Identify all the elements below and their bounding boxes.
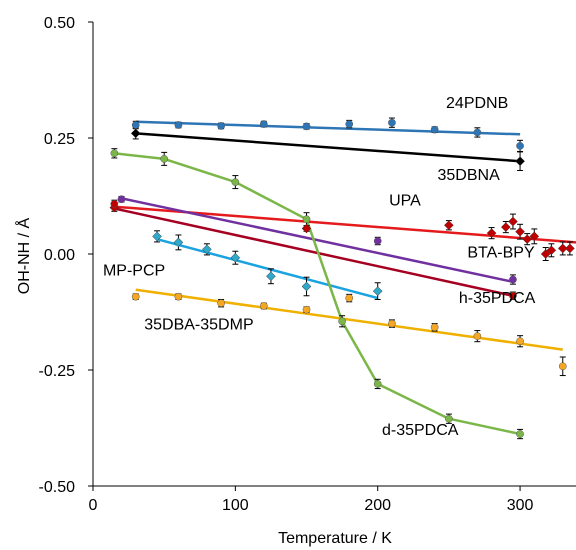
series-35dbna-point	[130, 128, 141, 139]
series-h-35pdca-point	[110, 200, 119, 208]
x-ticks: 0 100 200 300	[89, 486, 534, 514]
series-bta-bpy-fit-line	[121, 197, 514, 284]
series-35dba-35dmp-point	[345, 294, 354, 302]
x-tick-label: 300	[507, 497, 534, 514]
y-ticks: 0.50 0.25 0.00 -0.25 -0.50	[39, 15, 93, 496]
series-24pdnb-point	[430, 125, 439, 134]
markers	[109, 118, 575, 438]
y-axis-title: OH-NH / Å	[14, 217, 33, 294]
y-tick-label: 0.50	[44, 15, 75, 32]
series-35dba-35dmp-point	[558, 362, 567, 371]
series-d-35pdca-point	[110, 149, 119, 158]
series-35dba-35dmp-point	[473, 332, 482, 340]
series-upa-point	[522, 234, 533, 245]
y-tick-label: 0.00	[44, 247, 75, 264]
series-upa-point	[515, 226, 525, 237]
series-d-35pdca-point	[302, 215, 311, 224]
series-upa-point	[529, 231, 540, 242]
series-35dba-35dmp-point	[131, 292, 140, 301]
series-35dba-35dmp-point	[302, 305, 311, 314]
series-24pdnb-point	[516, 142, 524, 150]
series-upa-point	[508, 216, 518, 227]
series-label: 35DBNA	[437, 167, 500, 184]
series-label: MP-PCP	[103, 262, 165, 279]
series-24pdnb-point	[473, 128, 482, 137]
x-tick-label: 0	[89, 497, 98, 514]
series-upa-point	[565, 243, 575, 254]
series-mp-pcp-point	[301, 281, 312, 292]
series-bta-bpy-point	[373, 237, 382, 245]
series-35dbna-point	[515, 156, 525, 167]
series-h-35pdca-point	[509, 291, 517, 300]
series-24pdnb-point	[302, 122, 311, 131]
series-24pdnb-point	[388, 118, 396, 127]
series-24pdnb-point	[131, 121, 140, 129]
annotations: 24PDNB 35DBNA UPA BTA-BPY h-35PDCA MP-PCP 35DB…	[103, 95, 536, 439]
series-mp-pcp-point	[173, 237, 184, 248]
series-d-35pdca-point	[160, 155, 169, 163]
series-35dba-35dmp-fit-line	[135, 288, 563, 351]
series-bta-bpy-point	[509, 275, 517, 284]
y-tick-label: 0.25	[44, 131, 75, 148]
series-d-35pdca-point	[445, 414, 453, 423]
series-upa-point	[500, 222, 511, 232]
series-35dba-35dmp-point	[388, 319, 396, 328]
series-mp-pcp-point	[230, 252, 241, 263]
series-mp-pcp-point	[266, 271, 276, 282]
series-label: BTA-BPY	[467, 245, 535, 262]
series-35dba-35dmp-point	[430, 323, 439, 332]
series-bta-bpy-point	[117, 195, 126, 204]
series-d-35pdca-point	[338, 317, 346, 326]
series-label: 24PDNB	[446, 95, 508, 112]
series-35dba-35dmp-point	[217, 299, 225, 308]
series-upa-point	[301, 223, 312, 234]
series-label: h-35PDCA	[459, 290, 536, 307]
x-axis-title: Temperature / K	[278, 530, 392, 547]
series-24pdnb-point	[174, 121, 183, 129]
y-tick-label: -0.50	[39, 479, 76, 496]
series-upa-point	[486, 228, 497, 238]
fit-lines	[114, 120, 576, 436]
series-d-35pdca-point	[373, 380, 382, 388]
series-label: d-35PDCA	[382, 422, 459, 439]
series-mp-pcp-point	[152, 231, 162, 242]
series-label: UPA	[389, 192, 421, 209]
error-bars	[111, 117, 573, 440]
series-upa-point	[444, 220, 454, 231]
series-24pdnb-point	[259, 120, 268, 128]
series-d-35pdca-fit-line	[114, 152, 521, 436]
series-35dbna-fit-line	[135, 132, 521, 163]
series-24pdnb-fit-line	[135, 120, 521, 136]
y-tick-label: -0.25	[39, 363, 76, 380]
series-24pdnb-point	[345, 120, 354, 128]
series-h-35pdca-fit-line	[114, 207, 514, 298]
series-24pdnb-point	[217, 122, 225, 130]
series-d-35pdca-point	[516, 430, 524, 438]
plot-area: 0 100 200 300 0.50 0.25 0.00 -0.25 -0.50 24PDNB…	[39, 15, 576, 514]
x-tick-label: 200	[364, 497, 391, 514]
series-label: 35DBA-35DMP	[144, 317, 253, 334]
series-mp-pcp-point	[202, 244, 212, 255]
series-35dba-35dmp-point	[174, 292, 183, 301]
x-tick-label: 100	[222, 497, 249, 514]
series-upa-point	[546, 245, 557, 256]
series-upa-point	[540, 249, 551, 259]
series-upa-point	[557, 243, 568, 254]
series-35dba-35dmp-point	[516, 337, 524, 346]
series-d-35pdca-point	[231, 178, 240, 186]
series-35dba-35dmp-point	[259, 302, 268, 310]
series-mp-pcp-point	[372, 286, 383, 296]
series-mp-pcp-fit-line	[156, 237, 379, 300]
